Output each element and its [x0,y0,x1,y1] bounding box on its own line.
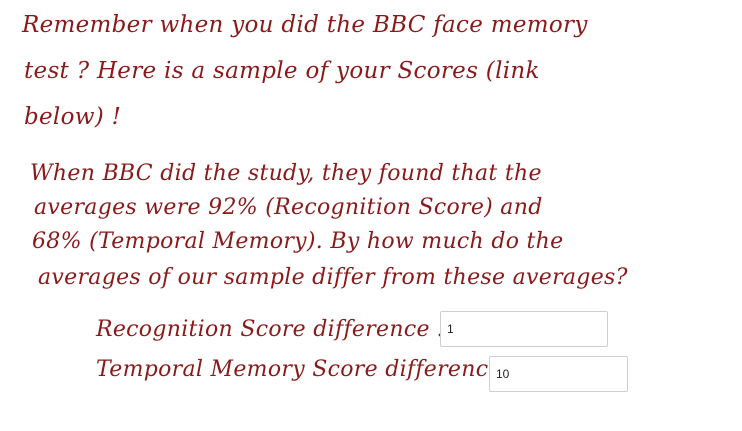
recognition-score-label: Recognition Score difference : [96,317,445,342]
question-line-3: 68% (Temporal Memory). By how much do th… [32,229,564,254]
intro-line-1: Remember when you did the BBC face memor… [22,12,588,38]
intro-line-3: below) ! [24,104,122,130]
question-line-2: averages were 92% (Recognition Score) an… [34,195,543,220]
recognition-score-input[interactable] [440,311,608,347]
question-line-4: averages of our sample differ from these… [38,265,628,290]
temporal-memory-score-label: Temporal Memory Score difference : [96,357,517,382]
intro-line-2: test ? Here is a sample of your Scores (… [24,58,540,84]
question-line-1: When BBC did the study, they found that … [30,161,542,186]
temporal-memory-score-input[interactable] [489,356,628,392]
